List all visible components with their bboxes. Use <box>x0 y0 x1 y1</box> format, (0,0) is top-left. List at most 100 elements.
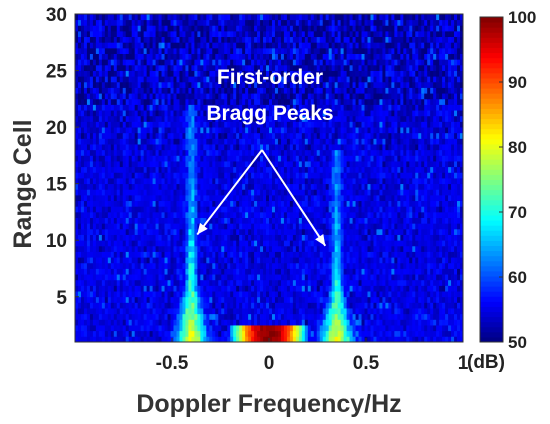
heatmap-cell <box>430 132 434 139</box>
heatmap-cell <box>251 183 255 190</box>
heatmap-cell <box>439 257 443 264</box>
heatmap-cell <box>325 274 330 281</box>
heatmap-cell <box>182 308 186 315</box>
heatmap-cell <box>176 178 180 185</box>
heatmap-cell <box>298 251 303 258</box>
heatmap-cell <box>454 319 458 326</box>
heatmap-cell <box>451 262 455 269</box>
heatmap-cell <box>307 336 312 343</box>
heatmap-cell <box>98 183 103 190</box>
heatmap-cell <box>382 144 386 151</box>
heatmap-cell <box>191 319 195 326</box>
heatmap-cell <box>382 234 386 241</box>
heatmap-cell <box>301 161 306 168</box>
heatmap-cell <box>430 274 434 281</box>
heatmap-cell <box>424 279 428 286</box>
heatmap-cell <box>349 127 353 134</box>
heatmap-cell <box>313 285 318 292</box>
heatmap-cell <box>239 121 243 128</box>
heatmap-cell <box>239 291 243 298</box>
heatmap-cell <box>143 330 148 337</box>
heatmap-cell <box>373 183 377 190</box>
heatmap-cell <box>316 144 321 151</box>
heatmap-cell <box>334 245 339 252</box>
heatmap-cell <box>122 127 127 134</box>
heatmap-cell <box>307 149 312 156</box>
heatmap-cell <box>295 149 300 156</box>
heatmap-cell <box>382 172 386 179</box>
heatmap-cell <box>424 234 428 241</box>
heatmap-cell <box>403 296 407 303</box>
heatmap-cell <box>412 257 416 264</box>
heatmap-cell <box>439 251 443 258</box>
heatmap-cell <box>352 166 356 173</box>
heatmap-cell <box>191 132 195 139</box>
heatmap-cell <box>352 228 356 235</box>
heatmap-cell <box>328 194 333 202</box>
heatmap-cell <box>448 262 452 269</box>
heatmap-cell <box>257 274 261 281</box>
heatmap-cell <box>221 325 225 332</box>
heatmap-cell <box>251 308 255 315</box>
heatmap-cell <box>307 262 312 269</box>
heatmap-cell <box>191 189 195 196</box>
heatmap-cell <box>391 155 395 162</box>
heatmap-cell <box>107 200 112 207</box>
heatmap-cell <box>445 211 449 218</box>
heatmap-cell <box>379 296 383 303</box>
heatmap-cell <box>460 262 464 269</box>
heatmap-cell <box>367 325 371 332</box>
heatmap-cell <box>131 127 136 134</box>
heatmap-cell <box>224 217 228 224</box>
heatmap-cell <box>176 245 180 252</box>
heatmap-cell <box>131 319 136 326</box>
heatmap-cell <box>406 161 410 168</box>
heatmap-cell <box>394 178 398 185</box>
heatmap-cell <box>80 200 85 207</box>
heatmap-cell <box>421 302 425 309</box>
heatmap-cell <box>310 172 315 179</box>
heatmap-cell <box>283 200 288 207</box>
heatmap-cell <box>358 194 362 202</box>
heatmap-cell <box>283 313 288 320</box>
heatmap-cell <box>254 245 258 252</box>
heatmap-cell <box>155 228 159 235</box>
heatmap-cell <box>239 251 243 258</box>
heatmap-cell <box>257 257 261 264</box>
heatmap-cell <box>328 240 333 247</box>
heatmap-cell <box>248 319 252 326</box>
heatmap-cell <box>89 149 94 156</box>
heatmap-cell <box>113 319 118 326</box>
heatmap-cell <box>248 194 252 202</box>
heatmap-cell <box>448 251 452 258</box>
heatmap-cell <box>77 234 82 241</box>
heatmap-cell <box>203 228 207 235</box>
heatmap-cell <box>131 223 136 230</box>
heatmap-cell <box>310 245 315 252</box>
heatmap-cell <box>313 166 318 173</box>
heatmap-cell <box>98 189 103 196</box>
heatmap-cell <box>254 279 258 286</box>
heatmap-cell <box>80 308 85 315</box>
heatmap-cell <box>289 245 294 252</box>
heatmap-cell <box>233 251 237 258</box>
heatmap-cell <box>206 189 210 196</box>
heatmap-cell <box>179 268 183 275</box>
heatmap-cell <box>445 161 449 168</box>
heatmap-cell <box>376 149 380 156</box>
heatmap-cell <box>155 285 159 292</box>
heatmap-cell <box>92 149 97 156</box>
heatmap-cell <box>412 178 416 185</box>
heatmap-cell <box>409 223 413 230</box>
heatmap-cell <box>254 183 258 190</box>
heatmap-cell <box>391 127 395 134</box>
heatmap-cell <box>271 149 276 156</box>
heatmap-cell <box>418 144 422 151</box>
heatmap-cell <box>251 274 255 281</box>
heatmap-cell <box>233 245 237 252</box>
heatmap-cell <box>194 183 198 190</box>
heatmap-cell <box>92 200 97 207</box>
heatmap-cell <box>194 313 198 320</box>
heatmap-cell <box>227 245 231 252</box>
heatmap-cell <box>263 228 267 235</box>
